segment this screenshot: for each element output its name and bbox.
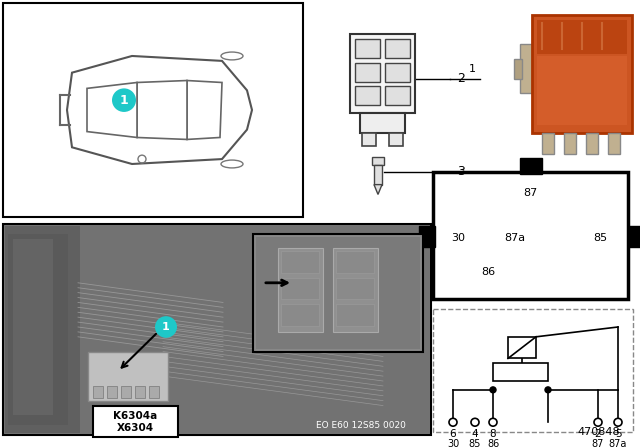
Bar [537, 56, 627, 125]
Text: 470848: 470848 [577, 427, 620, 437]
Bar [372, 157, 384, 165]
Polygon shape [187, 81, 222, 139]
Circle shape [112, 88, 136, 112]
Text: 1: 1 [120, 94, 129, 107]
Text: 30: 30 [447, 439, 459, 448]
Bar [256, 237, 420, 349]
Bar [433, 309, 633, 432]
Bar [5, 226, 429, 433]
Bar [8, 234, 68, 425]
Bar [537, 20, 627, 54]
Circle shape [489, 418, 497, 426]
Bar [520, 158, 542, 174]
Text: 86: 86 [481, 267, 495, 277]
Bar [253, 234, 423, 352]
Polygon shape [374, 185, 382, 194]
Bar [3, 224, 431, 435]
Bar [355, 63, 380, 82]
Bar [355, 86, 380, 105]
Bar [360, 113, 405, 133]
Ellipse shape [221, 160, 243, 168]
Text: 2: 2 [457, 72, 465, 85]
Bar [586, 133, 598, 154]
Text: 86: 86 [487, 439, 499, 448]
Circle shape [594, 418, 602, 426]
Circle shape [449, 418, 457, 426]
Bar [385, 39, 410, 58]
Bar [149, 386, 159, 398]
Text: 87a: 87a [609, 439, 627, 448]
Text: 8: 8 [490, 429, 496, 439]
Bar [514, 59, 522, 78]
Bar [419, 226, 435, 247]
Bar [93, 405, 178, 437]
Bar [508, 337, 536, 358]
Bar [336, 251, 374, 273]
Bar [281, 304, 319, 326]
Bar [532, 15, 632, 133]
Text: K6304a: K6304a [113, 411, 157, 422]
Text: EO E60 12S85 0020: EO E60 12S85 0020 [316, 421, 406, 430]
Text: 30: 30 [451, 233, 465, 243]
Bar [278, 249, 323, 332]
Bar [374, 165, 382, 185]
Circle shape [490, 387, 496, 393]
Bar [385, 63, 410, 82]
Text: 5: 5 [614, 429, 621, 439]
Text: 85: 85 [469, 439, 481, 448]
Bar [385, 86, 410, 105]
Polygon shape [67, 56, 252, 164]
Ellipse shape [221, 52, 243, 60]
Text: 87a: 87a [504, 233, 525, 243]
Bar [336, 304, 374, 326]
Circle shape [155, 316, 177, 338]
Bar [107, 386, 117, 398]
Bar [93, 386, 103, 398]
Bar [336, 278, 374, 300]
Text: 85: 85 [593, 233, 607, 243]
Text: 87: 87 [592, 439, 604, 448]
Circle shape [614, 418, 622, 426]
Bar [13, 239, 53, 415]
Text: 4: 4 [472, 429, 478, 439]
Bar [281, 251, 319, 273]
Bar [355, 39, 380, 58]
Bar [88, 352, 168, 401]
Bar [433, 172, 628, 300]
Circle shape [471, 418, 479, 426]
Text: 2: 2 [595, 429, 602, 439]
Text: 1: 1 [162, 322, 170, 332]
Bar [542, 133, 554, 154]
Bar [333, 249, 378, 332]
Text: 1: 1 [468, 64, 476, 74]
Circle shape [545, 387, 551, 393]
Bar [3, 3, 303, 217]
Bar [608, 133, 620, 154]
Bar [135, 386, 145, 398]
Bar [362, 133, 376, 146]
Bar [281, 278, 319, 300]
Bar [389, 133, 403, 146]
Text: X6304: X6304 [116, 423, 154, 433]
Text: 3: 3 [457, 165, 465, 178]
Bar [121, 386, 131, 398]
Bar [493, 363, 548, 381]
Bar [564, 133, 576, 154]
Bar [350, 34, 415, 113]
Polygon shape [137, 81, 187, 139]
Text: 87: 87 [523, 189, 537, 198]
Text: 6: 6 [450, 429, 456, 439]
Bar [520, 44, 534, 93]
Bar [5, 226, 80, 433]
Polygon shape [87, 82, 137, 138]
Bar [628, 226, 640, 247]
